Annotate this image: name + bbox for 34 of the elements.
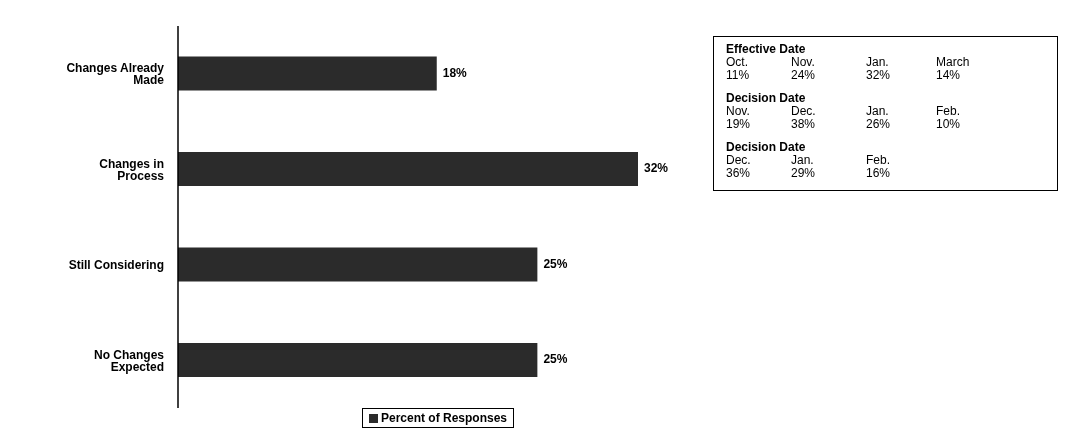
text: 10% — [936, 117, 961, 131]
legend-label: Percent of Responses — [380, 411, 508, 425]
category-label: Jan. — [791, 153, 815, 167]
category-label: Jan. — [866, 55, 890, 69]
text: 14% — [936, 68, 961, 82]
y-tick-label: No Changes Expected — [93, 347, 165, 374]
y-tick-label: Changes in Process — [99, 156, 165, 183]
category-label: Oct. — [726, 55, 749, 69]
category-label: Dec. — [791, 104, 817, 118]
y-tick-label: Changes Already Made — [66, 61, 165, 88]
data-label: 25% — [543, 256, 568, 271]
y-tick-label: Still Considering — [68, 258, 164, 273]
text: 19% — [726, 117, 751, 131]
category-label: March — [936, 55, 971, 69]
text: 36% — [726, 166, 751, 180]
data-label: 25% — [543, 352, 568, 367]
data-label: 32% — [644, 161, 669, 176]
category-label: Feb. — [936, 104, 961, 118]
category-label: Nov. — [726, 104, 751, 118]
category-label: Feb. — [866, 153, 891, 167]
category-label: Nov. — [791, 55, 816, 69]
text: 26% — [866, 117, 891, 131]
text: Decision Date — [726, 91, 807, 105]
text: 32% — [866, 68, 891, 82]
text: Effective Date — [726, 42, 807, 56]
data-label: 18% — [442, 65, 468, 80]
text: 29% — [791, 166, 816, 180]
text: Decision Date — [726, 140, 807, 154]
category-label: Dec. — [726, 153, 752, 167]
text: 38% — [791, 117, 816, 131]
text: 16% — [866, 166, 891, 180]
text: 24% — [791, 68, 816, 82]
category-label: Jan. — [866, 104, 890, 118]
text: 11% — [726, 68, 750, 82]
